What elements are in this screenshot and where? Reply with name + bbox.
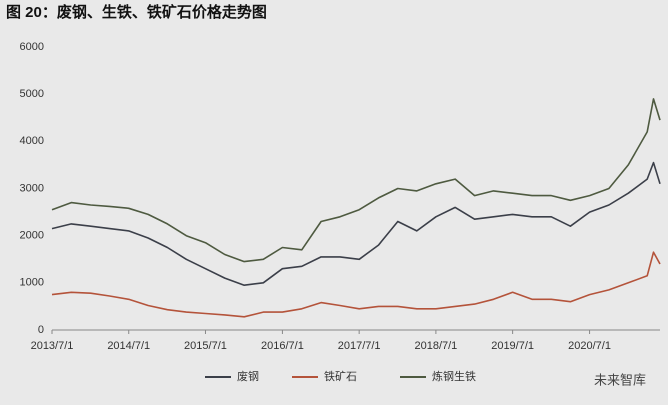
x-tick-label: 2019/7/1 (491, 340, 534, 352)
series-line (51, 251, 661, 318)
watermark: 未来智库 (594, 372, 646, 387)
x-tick-label: 2013/7/1 (31, 340, 74, 352)
y-tick-label: 5000 (20, 88, 44, 100)
x-tick-label: 2014/7/1 (107, 340, 150, 352)
legend-label: 废钢 (237, 369, 259, 383)
series-line (51, 98, 661, 263)
y-tick-label: 2000 (20, 230, 44, 242)
legend-label: 炼钢生铁 (432, 369, 476, 383)
x-tick-label: 2017/7/1 (338, 340, 381, 352)
x-tick-label: 2015/7/1 (184, 340, 227, 352)
series-line (51, 161, 661, 287)
y-tick-label: 3000 (20, 182, 44, 194)
x-tick-label: 2018/7/1 (414, 340, 457, 352)
y-tick-label: 4000 (20, 135, 44, 147)
x-tick-label: 2020/7/1 (568, 340, 611, 352)
x-tick-label: 2016/7/1 (261, 340, 304, 352)
legend-label: 铁矿石 (324, 370, 357, 383)
y-tick-label: 0 (38, 324, 44, 336)
chart-title: 图 20：废钢、生铁、铁矿石价格走势图 (6, 3, 267, 21)
y-tick-label: 1000 (20, 277, 44, 289)
y-tick-label: 6000 (20, 41, 44, 53)
